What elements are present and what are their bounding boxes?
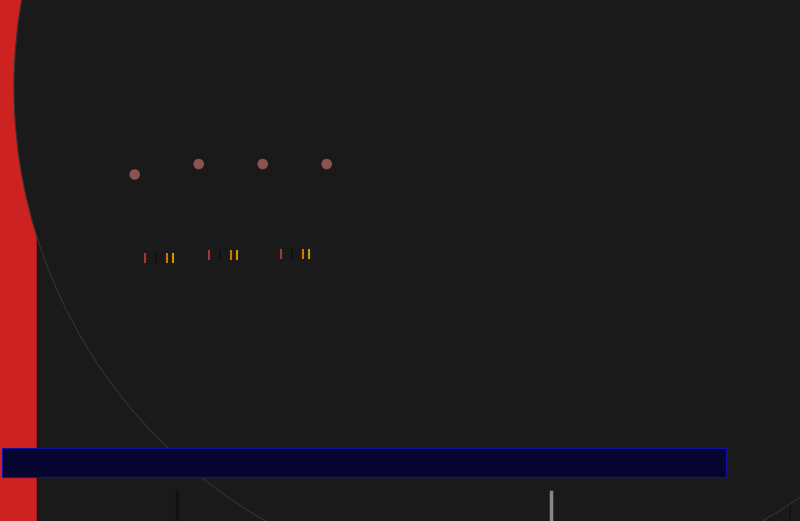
Circle shape bbox=[164, 48, 564, 448]
Circle shape bbox=[44, 110, 444, 510]
Circle shape bbox=[0, 120, 119, 520]
Circle shape bbox=[523, 141, 800, 521]
Circle shape bbox=[0, 79, 256, 479]
Circle shape bbox=[472, 79, 800, 479]
Circle shape bbox=[95, 100, 495, 500]
Circle shape bbox=[0, 79, 119, 479]
Circle shape bbox=[0, 79, 239, 479]
Circle shape bbox=[0, 100, 154, 500]
Circle shape bbox=[0, 141, 102, 521]
Circle shape bbox=[147, 110, 547, 510]
Circle shape bbox=[78, 79, 478, 479]
Circle shape bbox=[27, 100, 427, 500]
Bar bbox=[333, 69, 800, 521]
Circle shape bbox=[164, 100, 564, 500]
Circle shape bbox=[0, 48, 393, 448]
Circle shape bbox=[27, 120, 427, 520]
Circle shape bbox=[0, 100, 256, 500]
Circle shape bbox=[0, 110, 154, 510]
Circle shape bbox=[215, 100, 615, 500]
Circle shape bbox=[0, 89, 102, 489]
Circle shape bbox=[403, 120, 800, 520]
Circle shape bbox=[0, 141, 154, 521]
Circle shape bbox=[660, 48, 800, 448]
Circle shape bbox=[250, 152, 286, 187]
Circle shape bbox=[489, 130, 800, 521]
Circle shape bbox=[181, 100, 581, 500]
Circle shape bbox=[438, 130, 800, 521]
Circle shape bbox=[233, 110, 633, 510]
Circle shape bbox=[0, 130, 188, 521]
Circle shape bbox=[0, 68, 85, 468]
Circle shape bbox=[0, 79, 205, 479]
Circle shape bbox=[626, 79, 800, 479]
Circle shape bbox=[0, 79, 274, 479]
Circle shape bbox=[266, 48, 666, 448]
Circle shape bbox=[233, 100, 633, 500]
Circle shape bbox=[421, 79, 800, 479]
Circle shape bbox=[113, 130, 513, 521]
Bar bbox=[58, 69, 558, 521]
Circle shape bbox=[113, 58, 513, 458]
Circle shape bbox=[0, 130, 205, 521]
Circle shape bbox=[0, 141, 119, 521]
Circle shape bbox=[215, 48, 615, 448]
Circle shape bbox=[591, 141, 800, 521]
Circle shape bbox=[660, 79, 800, 479]
Circle shape bbox=[591, 68, 800, 468]
Circle shape bbox=[626, 120, 800, 520]
Circle shape bbox=[540, 79, 800, 479]
FancyBboxPatch shape bbox=[34, 154, 278, 362]
Circle shape bbox=[147, 89, 547, 489]
Circle shape bbox=[0, 110, 205, 510]
Circle shape bbox=[0, 58, 205, 458]
Circle shape bbox=[0, 100, 274, 500]
Circle shape bbox=[130, 169, 140, 180]
Circle shape bbox=[506, 110, 800, 510]
Circle shape bbox=[403, 110, 800, 510]
Circle shape bbox=[186, 152, 222, 187]
FancyBboxPatch shape bbox=[0, 0, 800, 469]
Circle shape bbox=[370, 48, 770, 448]
Circle shape bbox=[113, 68, 513, 468]
Circle shape bbox=[574, 141, 800, 521]
Bar bbox=[607, 69, 800, 521]
Bar bbox=[290, 69, 790, 521]
Circle shape bbox=[506, 58, 800, 458]
Circle shape bbox=[95, 79, 495, 479]
Circle shape bbox=[0, 130, 102, 521]
Circle shape bbox=[113, 48, 513, 448]
Circle shape bbox=[0, 48, 376, 448]
Circle shape bbox=[181, 48, 581, 448]
Circle shape bbox=[0, 68, 170, 468]
Circle shape bbox=[14, 0, 800, 521]
Circle shape bbox=[0, 110, 102, 510]
Circle shape bbox=[0, 100, 376, 500]
Circle shape bbox=[438, 79, 800, 479]
Circle shape bbox=[62, 130, 462, 521]
Circle shape bbox=[370, 100, 770, 500]
Bar bbox=[227, 69, 727, 521]
Circle shape bbox=[198, 120, 598, 520]
Circle shape bbox=[44, 68, 444, 468]
Circle shape bbox=[0, 141, 239, 521]
Circle shape bbox=[233, 120, 633, 520]
Circle shape bbox=[489, 68, 800, 468]
Circle shape bbox=[318, 110, 718, 510]
Circle shape bbox=[250, 89, 650, 489]
Circle shape bbox=[0, 58, 188, 458]
Bar bbox=[2, 448, 726, 477]
Circle shape bbox=[147, 100, 547, 500]
Circle shape bbox=[198, 130, 598, 521]
Circle shape bbox=[0, 141, 274, 521]
Circle shape bbox=[0, 130, 170, 521]
Bar bbox=[375, 69, 800, 521]
Circle shape bbox=[454, 100, 800, 500]
Circle shape bbox=[122, 162, 158, 197]
Circle shape bbox=[301, 100, 701, 500]
Circle shape bbox=[660, 130, 800, 521]
Circle shape bbox=[352, 58, 752, 458]
Circle shape bbox=[540, 110, 800, 510]
Circle shape bbox=[574, 110, 800, 510]
